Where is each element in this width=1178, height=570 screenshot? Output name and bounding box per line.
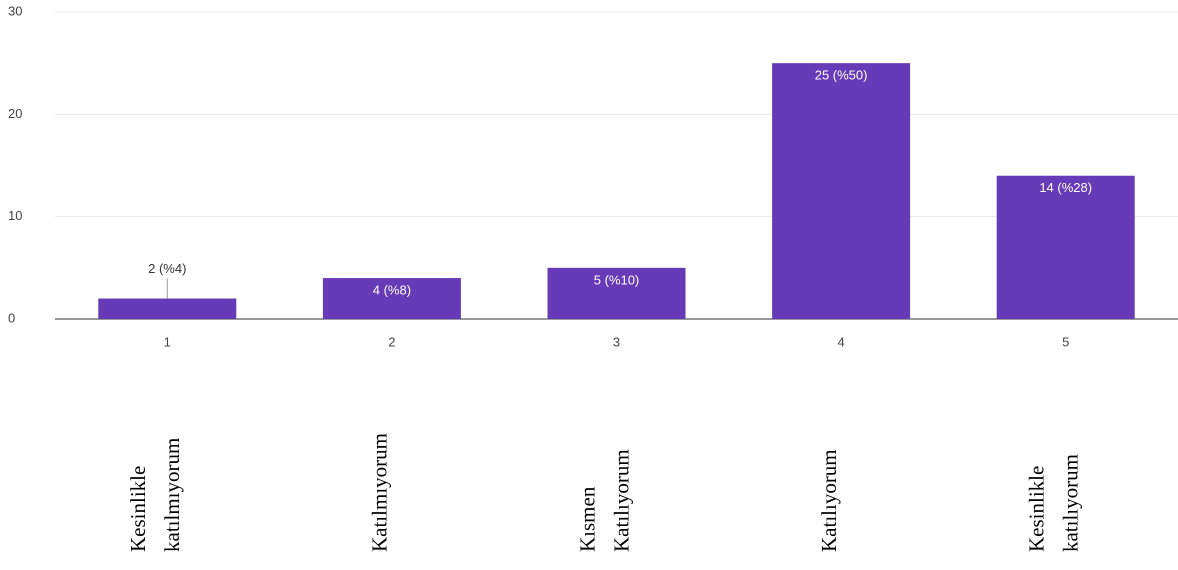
x-tick-label: 1 [164, 334, 171, 349]
x-tick-label: 5 [1062, 334, 1069, 349]
category-description: Katılmıyorum [368, 433, 392, 552]
data-label: 4 (%8) [373, 283, 411, 298]
y-tick-label: 20 [8, 106, 22, 121]
x-tick-label: 2 [388, 334, 395, 349]
bar [322, 278, 461, 319]
bar [996, 175, 1135, 319]
data-label: 5 (%10) [594, 272, 640, 287]
category-description: katılıyorum [1059, 454, 1083, 552]
category-description: Katılıyorum [817, 449, 841, 552]
x-tick-label: 4 [837, 334, 844, 349]
category-description: Kısmen [575, 486, 599, 552]
x-tick-label: 3 [613, 334, 620, 349]
category-description: katılmıyorum [160, 438, 184, 552]
category-description: Kesinlikle [1025, 466, 1049, 552]
data-label: 2 (%4) [148, 261, 186, 276]
y-tick-label: 0 [8, 310, 15, 325]
bar [772, 63, 911, 319]
bar [98, 298, 237, 319]
bar [547, 267, 686, 319]
y-tick-label: 10 [8, 208, 22, 223]
data-label: 25 (%50) [815, 68, 868, 83]
data-label: 14 (%28) [1039, 180, 1092, 195]
category-description: Katılıyorum [609, 449, 633, 552]
y-tick-label: 30 [8, 3, 22, 18]
category-description: Kesinlikle [126, 466, 150, 552]
